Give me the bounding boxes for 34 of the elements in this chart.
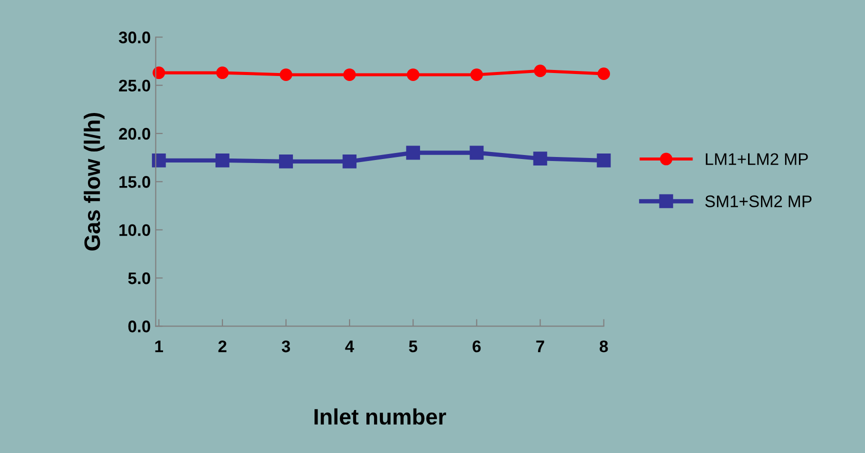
x-tick-label: 1 [155,340,164,352]
y-tick-label: 0.0 [128,320,150,332]
point [152,154,166,168]
x-axis-title: Inlet number [314,408,446,425]
y-tick-label: 25.0 [118,80,150,92]
x-tick-label: 5 [408,340,418,352]
y-tick-label: 30.0 [118,32,150,44]
point [533,152,548,166]
legend-label: SM1+SM2 MP [705,195,812,208]
point [598,68,610,80]
point [280,68,292,81]
point [596,154,611,168]
x-tick-label: 7 [536,340,544,352]
point [470,146,484,160]
point [216,66,229,80]
point [342,154,356,168]
x-tick-label: 3 [282,340,290,352]
y-tick-label: 5.0 [128,272,150,284]
point [406,146,420,160]
point [406,68,420,81]
point [279,154,293,168]
y-tick-label: 20.0 [118,128,150,140]
point [534,64,546,78]
y-tick-label: 10.0 [119,224,150,236]
point [470,68,483,81]
y-axis-title: Gas flow (l/h) [84,113,105,250]
legend-label: LM1+LM2 MP [706,153,808,165]
x-tick-label: 4 [345,340,354,352]
y-tick-label: 15.0 [119,176,150,188]
point [343,68,356,81]
x-tick-label: 6 [472,340,481,352]
x-tick-label: 8 [600,340,608,352]
x-tick-label: 2 [218,340,226,352]
point [215,154,230,168]
